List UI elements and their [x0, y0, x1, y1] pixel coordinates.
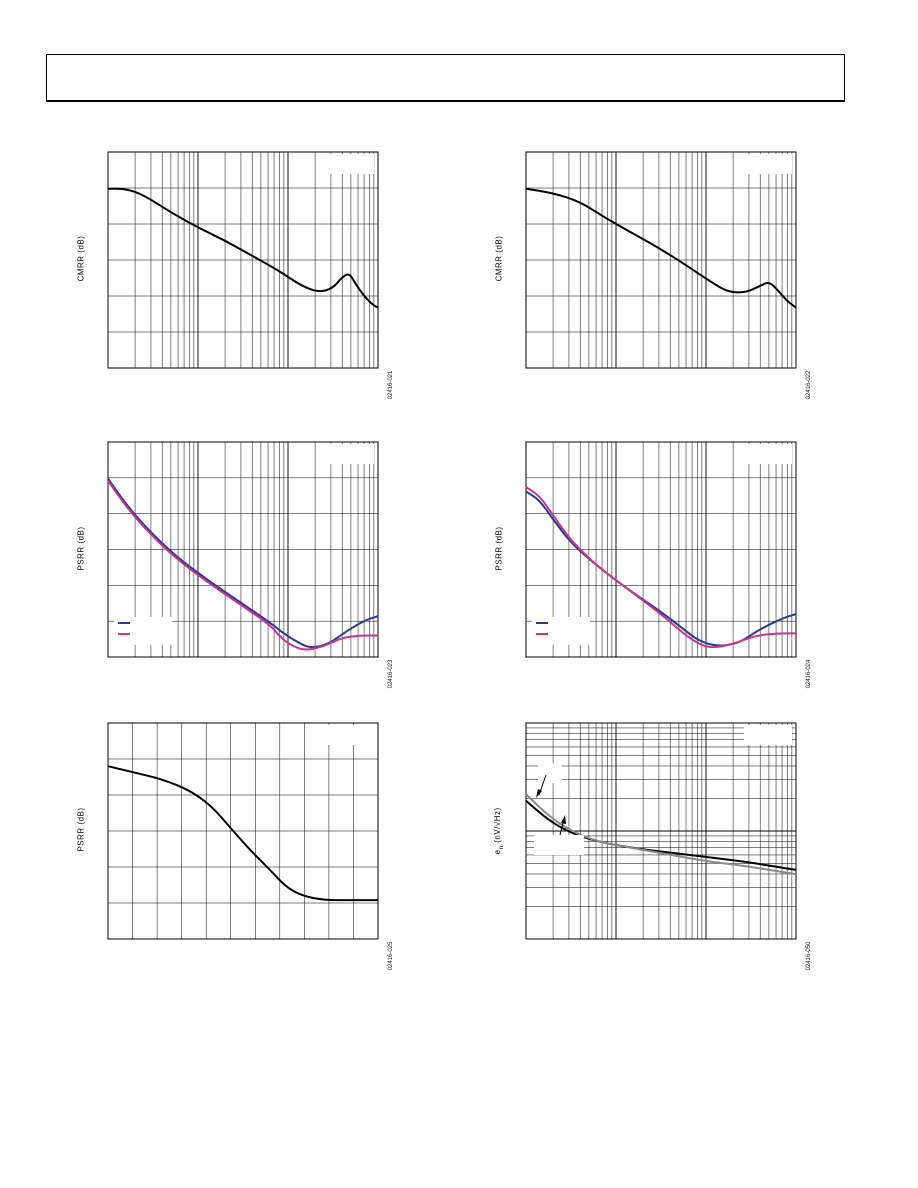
conditions-box	[326, 154, 374, 174]
legend-box	[532, 617, 590, 645]
figure-code: 02416-021	[388, 370, 394, 400]
series-line-2	[107, 480, 378, 651]
annotation-box-top	[538, 763, 562, 783]
series-line-2	[525, 486, 796, 649]
plot-frame	[525, 722, 797, 940]
y-axis-label: CMRR (dB)	[494, 235, 504, 282]
annotation-arrowhead-top	[536, 789, 542, 798]
series-line-1	[107, 187, 379, 309]
chart-plot-c6	[525, 722, 797, 940]
annotation-arrowhead-bottom	[561, 815, 566, 824]
plot-frame	[525, 441, 797, 658]
page-header	[46, 54, 845, 102]
plot-frame	[525, 151, 797, 369]
conditions-box	[326, 444, 374, 464]
figure-code: 02416-025	[388, 941, 394, 971]
chart-plot-c4	[525, 441, 797, 658]
chart-plot-c5	[107, 722, 379, 940]
y-axis-label: PSRR (dB)	[494, 525, 504, 571]
conditions-box	[744, 154, 792, 174]
chart-plot-c3	[107, 441, 379, 658]
legend-box	[114, 617, 172, 645]
conditions-box	[744, 444, 792, 464]
y-axis-label: PSRR (dB)	[76, 807, 86, 852]
chart-c3: PSRR (dB) 02416-023	[77, 441, 394, 688]
figure-code: 02416-050	[806, 941, 812, 971]
y-axis-label: PSRR (dB)	[76, 525, 86, 571]
series-line-1	[525, 490, 797, 647]
plot-frame	[107, 722, 379, 940]
chart-c4: PSRR (dB) 02416-024	[495, 441, 812, 688]
chart-c6: en (nV/√Hz) 02416-050	[493, 722, 812, 970]
chart-c5: PSRR (dB) 02416-025	[77, 722, 394, 970]
series-line-1	[107, 765, 378, 902]
figure-code: 02416-024	[806, 659, 812, 689]
conditions-box	[744, 725, 792, 745]
chart-plot-c1	[107, 151, 379, 369]
y-axis-label: CMRR (dB)	[76, 235, 86, 282]
annotation-box-bottom	[534, 835, 584, 855]
series-line-1	[107, 477, 379, 649]
figure-code: 02416-023	[388, 659, 394, 689]
chart-c1: CMRR (dB) 02416-021	[77, 151, 394, 399]
plot-frame	[107, 441, 379, 658]
series-line-1	[525, 187, 797, 309]
plot-frame	[107, 151, 379, 369]
chart-c2: CMRR (dB) 02416-022	[495, 151, 812, 399]
chart-plot-c2	[525, 151, 797, 369]
conditions-box	[326, 725, 374, 745]
series-line-2	[525, 793, 797, 876]
y-axis-label: en (nV/√Hz)	[493, 807, 505, 855]
figure-code: 02416-022	[806, 370, 812, 400]
